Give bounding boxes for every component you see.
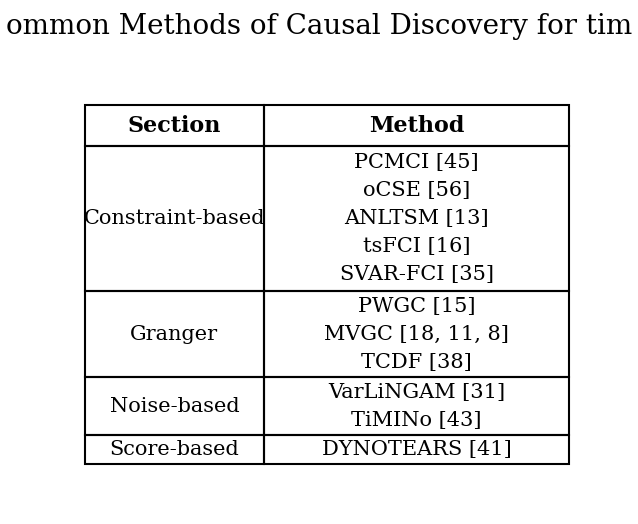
- Text: Noise-based: Noise-based: [110, 397, 239, 416]
- Text: PWGC [15]
MVGC [18, 11, 8]
TCDF [38]: PWGC [15] MVGC [18, 11, 8] TCDF [38]: [324, 297, 509, 372]
- Text: Score-based: Score-based: [110, 440, 239, 460]
- Text: DYNOTEARS [41]: DYNOTEARS [41]: [322, 440, 512, 460]
- Bar: [264, 377, 569, 435]
- Text: Method: Method: [369, 115, 464, 137]
- Bar: [85, 435, 264, 464]
- Bar: [85, 146, 264, 291]
- Text: Granger: Granger: [130, 324, 218, 344]
- Bar: [264, 146, 569, 291]
- Text: ommon Methods of Causal Discovery for tim: ommon Methods of Causal Discovery for ti…: [6, 13, 632, 40]
- Bar: [264, 291, 569, 377]
- Bar: [264, 105, 569, 146]
- Bar: [85, 291, 264, 377]
- Text: Section: Section: [128, 115, 221, 137]
- Bar: [264, 435, 569, 464]
- Bar: [85, 377, 264, 435]
- Text: Constraint-based: Constraint-based: [84, 209, 265, 228]
- Text: PCMCI [45]
oCSE [56]
ANLTSM [13]
tsFCI [16]
SVAR-FCI [35]: PCMCI [45] oCSE [56] ANLTSM [13] tsFCI […: [339, 152, 494, 283]
- Bar: [85, 105, 264, 146]
- Text: VarLiNGAM [31]
TiMINo [43]: VarLiNGAM [31] TiMINo [43]: [328, 383, 505, 430]
